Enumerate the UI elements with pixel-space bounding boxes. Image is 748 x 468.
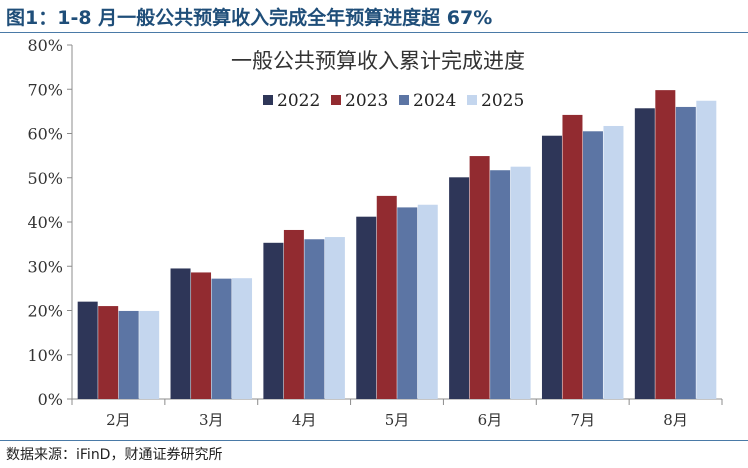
x-tick-label: 7月 (570, 411, 595, 429)
bar-2023-4 (283, 229, 304, 399)
figure-title-text: 1-8 月一般公共预算收入完成全年预算进度超 67% (57, 7, 493, 29)
x-tick-label: 3月 (199, 411, 224, 429)
y-tick-label: 60% (27, 125, 63, 144)
bar-2022-8 (634, 108, 655, 399)
title-divider (0, 32, 748, 33)
bar-2022-5 (356, 216, 377, 399)
source-note: 数据来源：iFinD，财通证券研究所 (6, 447, 223, 463)
chart-bars (77, 90, 717, 399)
legend-swatch-2025 (467, 95, 477, 105)
figure-title: 图1：1-8 月一般公共预算收入完成全年预算进度超 67% (6, 3, 492, 30)
bar-2023-2 (98, 306, 119, 399)
x-tick-label: 2月 (106, 411, 131, 429)
y-tick-label: 80% (27, 36, 63, 55)
bar-2025-8 (696, 100, 717, 399)
bar-2023-8 (655, 90, 676, 399)
bar-2023-3 (191, 272, 212, 399)
bar-2024-5 (397, 207, 418, 399)
bar-2023-6 (469, 156, 490, 399)
x-tick-label: 4月 (292, 411, 317, 429)
bar-2025-4 (324, 237, 345, 399)
bar-2022-7 (541, 135, 562, 399)
legend-swatch-2022 (263, 95, 273, 105)
bar-2022-3 (170, 268, 191, 399)
legend-label-2024: 2024 (413, 91, 456, 111)
y-tick-label: 40% (27, 213, 63, 232)
y-tick-label: 10% (27, 346, 63, 365)
x-tick-label: 5月 (385, 411, 410, 429)
legend-swatch-2024 (399, 95, 409, 105)
y-tick-label: 0% (38, 390, 63, 409)
bar-2022-2 (77, 301, 98, 399)
y-tick-label: 50% (27, 169, 63, 188)
legend-label-2022: 2022 (277, 91, 320, 111)
bar-2025-3 (232, 278, 253, 399)
y-tick-label: 30% (27, 257, 63, 276)
legend-swatch-2023 (331, 95, 341, 105)
bar-chart: 2月 3月 4月 5月 6月 7月 8月 0% 10% 20% 30% 40% 50% 60% 70% 80… (27, 36, 723, 429)
bar-2025-7 (603, 125, 624, 399)
chart-legend: 2022 2023 2024 2025 (263, 91, 524, 111)
bar-2025-2 (139, 310, 160, 399)
chart-title: 一般公共预算收入累计完成进度 (231, 49, 525, 73)
bar-2025-6 (510, 166, 531, 399)
bar-2025-5 (417, 204, 438, 399)
figure-label: 图1： (6, 7, 58, 29)
bar-2022-6 (449, 177, 470, 399)
bar-2024-2 (118, 310, 139, 399)
bar-2024-8 (675, 106, 696, 399)
legend-label-2023: 2023 (345, 91, 388, 111)
y-tick-label: 20% (27, 302, 63, 321)
legend-label-2025: 2025 (481, 91, 524, 111)
x-tick-label: 6月 (478, 411, 503, 429)
bar-2022-4 (263, 242, 284, 399)
y-tick-labels: 0% 10% 20% 30% 40% 50% 60% 70% 80% (27, 36, 63, 409)
x-tick-labels: 2月 3月 4月 5月 6月 7月 8月 (106, 411, 688, 429)
bar-2024-4 (304, 239, 325, 399)
footer-divider (0, 440, 748, 441)
bar-2024-7 (582, 131, 603, 399)
bar-2024-3 (211, 278, 232, 399)
bar-2023-7 (562, 114, 583, 399)
bar-2024-6 (490, 170, 511, 399)
y-tick-label: 70% (27, 80, 63, 99)
x-tick-label: 8月 (663, 411, 688, 429)
bar-2023-5 (376, 195, 397, 399)
